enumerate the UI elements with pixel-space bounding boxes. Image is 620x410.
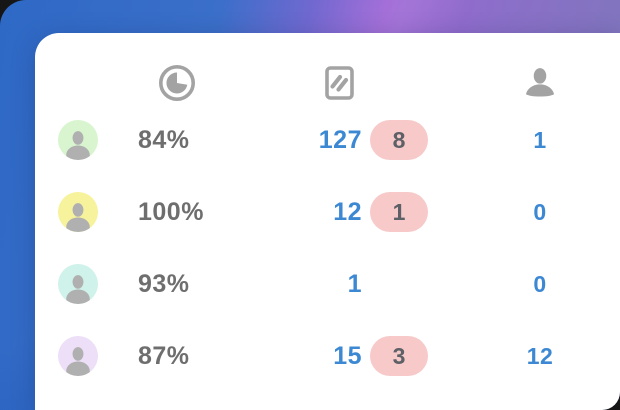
table-row[interactable]: 84% 127 8 1 <box>35 104 620 176</box>
column-header-tasks <box>248 63 430 103</box>
avatar <box>58 120 98 160</box>
avatar <box>58 336 98 376</box>
stats-rows: 84% 127 8 1 100% 12 1 <box>35 104 620 392</box>
percent-value: 93% <box>138 269 190 298</box>
table-header <box>35 62 620 104</box>
people-value: 0 <box>533 270 547 297</box>
column-header-people <box>460 63 620 103</box>
clock-icon <box>158 64 196 102</box>
table-row[interactable]: 93% 1 0 <box>35 248 620 320</box>
count-value: 1 <box>347 269 362 298</box>
percent-value: 100% <box>138 197 204 226</box>
table-row[interactable]: 100% 12 1 0 <box>35 176 620 248</box>
status-badge: 1 <box>370 192 428 232</box>
avatar <box>58 192 98 232</box>
status-badge: 8 <box>370 120 428 160</box>
count-value: 12 <box>333 197 362 226</box>
people-value: 12 <box>526 342 554 369</box>
avatar-person-icon <box>66 131 90 160</box>
count-value: 15 <box>333 341 362 370</box>
avatar <box>58 264 98 304</box>
avatar-person-icon <box>66 203 90 232</box>
percent-value: 84% <box>138 125 190 154</box>
avatar-person-icon <box>66 347 90 376</box>
percent-value: 87% <box>138 341 190 370</box>
stats-card: 84% 127 8 1 100% 12 1 <box>35 33 620 410</box>
people-value: 0 <box>533 198 547 225</box>
count-value: 127 <box>318 125 362 154</box>
tasks-icon <box>325 66 354 100</box>
avatar-person-icon <box>66 275 90 304</box>
people-value: 1 <box>533 126 547 153</box>
table-row[interactable]: 87% 15 3 12 <box>35 320 620 392</box>
column-header-time <box>138 63 248 103</box>
person-icon <box>525 68 555 97</box>
status-badge: 3 <box>370 336 428 376</box>
